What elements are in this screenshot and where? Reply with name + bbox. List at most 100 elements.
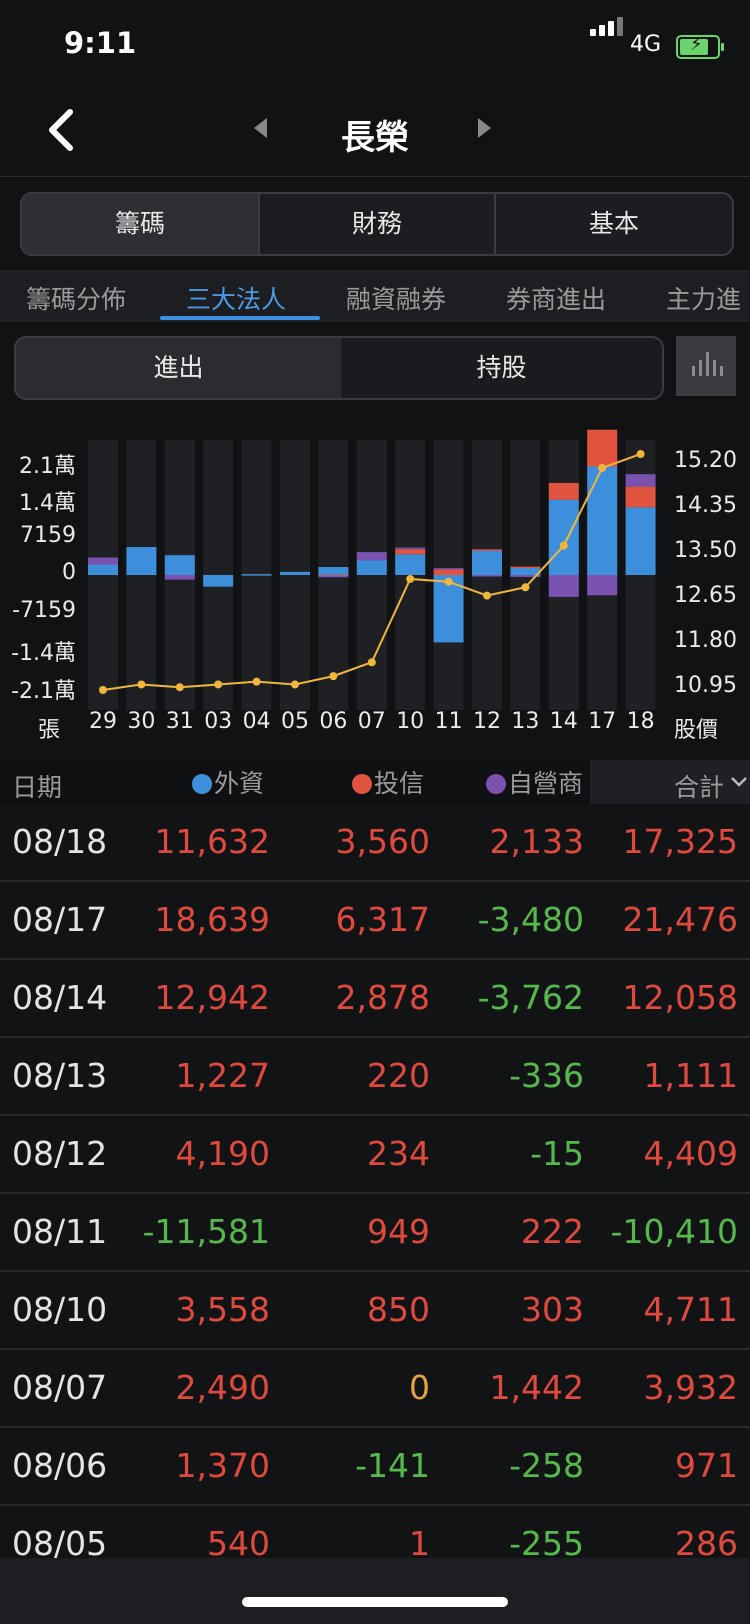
row-total: 1,111 bbox=[643, 1056, 738, 1095]
tab-finance[interactable]: 財務 bbox=[351, 209, 402, 238]
x-tick-label: 31 bbox=[166, 709, 194, 734]
row-total: 12,058 bbox=[622, 978, 738, 1017]
bar-foreign bbox=[548, 499, 579, 575]
row-foreign: 540 bbox=[207, 1524, 270, 1563]
header-dealer: 自營商 bbox=[486, 764, 583, 800]
tab-chips[interactable]: 籌碼 bbox=[22, 194, 258, 254]
foreign-dot-icon bbox=[192, 774, 212, 794]
price-point bbox=[483, 591, 491, 600]
x-tick-label: 11 bbox=[435, 709, 463, 734]
y-right-tick: 10.95 bbox=[674, 673, 737, 698]
header-dealer-label: 自營商 bbox=[508, 769, 584, 798]
row-dealer: -3,480 bbox=[477, 900, 584, 939]
prev-stock-icon[interactable] bbox=[254, 118, 267, 138]
x-tick-label: 04 bbox=[243, 709, 271, 734]
row-trust: 3,560 bbox=[335, 822, 430, 861]
subtab-chip-distribution[interactable]: 籌碼分佈 bbox=[26, 285, 127, 314]
divider bbox=[0, 176, 750, 177]
row-date: 08/18 bbox=[12, 822, 108, 861]
bar-dealer bbox=[587, 575, 618, 596]
row-total: 21,476 bbox=[622, 900, 738, 939]
table-row[interactable]: 08/14 12,942 2,878 -3,762 12,058 bbox=[0, 960, 750, 1038]
table-row[interactable]: 08/06 1,370 -141 -258 971 bbox=[0, 1428, 750, 1506]
status-time: 9:11 bbox=[64, 26, 137, 60]
price-point bbox=[406, 574, 415, 583]
bar-dealer bbox=[356, 552, 387, 561]
back-icon[interactable] bbox=[40, 104, 90, 154]
main-tab-bar: 籌碼 財務 基本 bbox=[20, 192, 734, 256]
row-total: 4,711 bbox=[643, 1290, 738, 1329]
row-trust: -141 bbox=[355, 1446, 430, 1485]
bar-foreign bbox=[356, 560, 387, 575]
home-indicator[interactable] bbox=[242, 1597, 508, 1607]
subtab-margin[interactable]: 融資融券 bbox=[346, 285, 447, 314]
subtab-main-force[interactable]: 主力進 bbox=[666, 285, 742, 314]
header-date: 日期 bbox=[12, 773, 63, 802]
row-trust: 220 bbox=[367, 1056, 430, 1095]
chart-style-icon[interactable] bbox=[676, 336, 736, 396]
row-dealer: 303 bbox=[521, 1290, 584, 1329]
battery-icon: ⚡ bbox=[676, 34, 724, 59]
table-row[interactable]: 08/13 1,227 220 -336 1,111 bbox=[0, 1038, 750, 1116]
y-left-unit: 張 bbox=[37, 718, 60, 743]
row-dealer: 1,442 bbox=[489, 1368, 584, 1407]
row-total: 971 bbox=[675, 1446, 738, 1485]
header-total[interactable]: 合計 bbox=[590, 760, 750, 804]
next-stock-icon[interactable] bbox=[478, 118, 491, 138]
price-point bbox=[99, 686, 107, 694]
subtab-active-indicator bbox=[160, 316, 320, 320]
subtab-institutional[interactable]: 三大法人 bbox=[186, 285, 287, 314]
row-total: 17,325 bbox=[622, 822, 738, 861]
row-total: 4,409 bbox=[643, 1134, 738, 1173]
header-trust: 投信 bbox=[352, 764, 424, 800]
table-row[interactable]: 08/07 2,490 0 1,442 3,932 bbox=[0, 1350, 750, 1428]
table-row[interactable]: 08/10 3,558 850 303 4,711 bbox=[0, 1272, 750, 1350]
stock-title: 長榮 bbox=[341, 118, 409, 158]
bar-foreign bbox=[510, 567, 541, 575]
table-row[interactable]: 08/11 -11,581 949 222 -10,410 bbox=[0, 1194, 750, 1272]
y-left-tick: 7159 bbox=[20, 523, 76, 548]
row-date: 08/11 bbox=[12, 1212, 108, 1251]
row-date: 08/06 bbox=[12, 1446, 108, 1485]
flow-holding-toggle: 進出 持股 bbox=[14, 336, 664, 400]
subtab-broker[interactable]: 券商進出 bbox=[506, 285, 607, 314]
row-foreign: 11,632 bbox=[154, 822, 270, 861]
table-row[interactable]: 08/18 11,632 3,560 2,133 17,325 bbox=[0, 804, 750, 882]
x-tick-label: 05 bbox=[281, 709, 309, 734]
toggle-holding[interactable]: 持股 bbox=[476, 353, 527, 382]
header-foreign-label: 外資 bbox=[214, 769, 265, 798]
bar-foreign bbox=[395, 554, 426, 575]
table-body: 08/18 11,632 3,560 2,133 17,325 08/17 18,639 6,… bbox=[0, 804, 750, 1584]
tab-basic[interactable]: 基本 bbox=[588, 209, 639, 238]
x-tick-label: 13 bbox=[511, 709, 539, 734]
sub-tab-bar: 籌碼分佈 三大法人 融資融券 券商進出 主力進 bbox=[0, 270, 750, 322]
row-dealer: 222 bbox=[521, 1212, 584, 1251]
row-trust: 0 bbox=[409, 1368, 430, 1407]
bar-trust bbox=[433, 569, 464, 575]
price-point bbox=[444, 577, 453, 586]
x-tick-label: 03 bbox=[204, 709, 232, 734]
table-row[interactable]: 08/12 4,190 234 -15 4,409 bbox=[0, 1116, 750, 1194]
row-trust: 949 bbox=[367, 1212, 430, 1251]
row-date: 08/14 bbox=[12, 978, 108, 1017]
toggle-flow[interactable]: 進出 bbox=[153, 353, 204, 382]
row-total: 286 bbox=[675, 1524, 738, 1563]
bar-dealer bbox=[548, 575, 579, 597]
row-foreign: 2,490 bbox=[175, 1368, 270, 1407]
row-foreign: 18,639 bbox=[154, 900, 270, 939]
y-right-unit: 股價 bbox=[674, 718, 719, 743]
bar-dealer bbox=[395, 547, 426, 550]
x-tick-label: 30 bbox=[127, 709, 155, 734]
bar-foreign bbox=[88, 564, 118, 575]
row-dealer: -15 bbox=[530, 1134, 584, 1173]
table-row[interactable]: 08/17 18,639 6,317 -3,480 21,476 bbox=[0, 882, 750, 960]
row-date: 08/07 bbox=[12, 1368, 108, 1407]
bar-foreign bbox=[472, 550, 502, 575]
x-tick-label: 07 bbox=[358, 709, 386, 734]
price-point bbox=[291, 680, 299, 689]
row-dealer: -3,762 bbox=[477, 978, 584, 1017]
bar-dealer bbox=[433, 568, 464, 570]
trust-dot-icon bbox=[352, 774, 372, 794]
x-tick-label: 14 bbox=[550, 709, 578, 734]
row-trust: 234 bbox=[367, 1134, 430, 1173]
